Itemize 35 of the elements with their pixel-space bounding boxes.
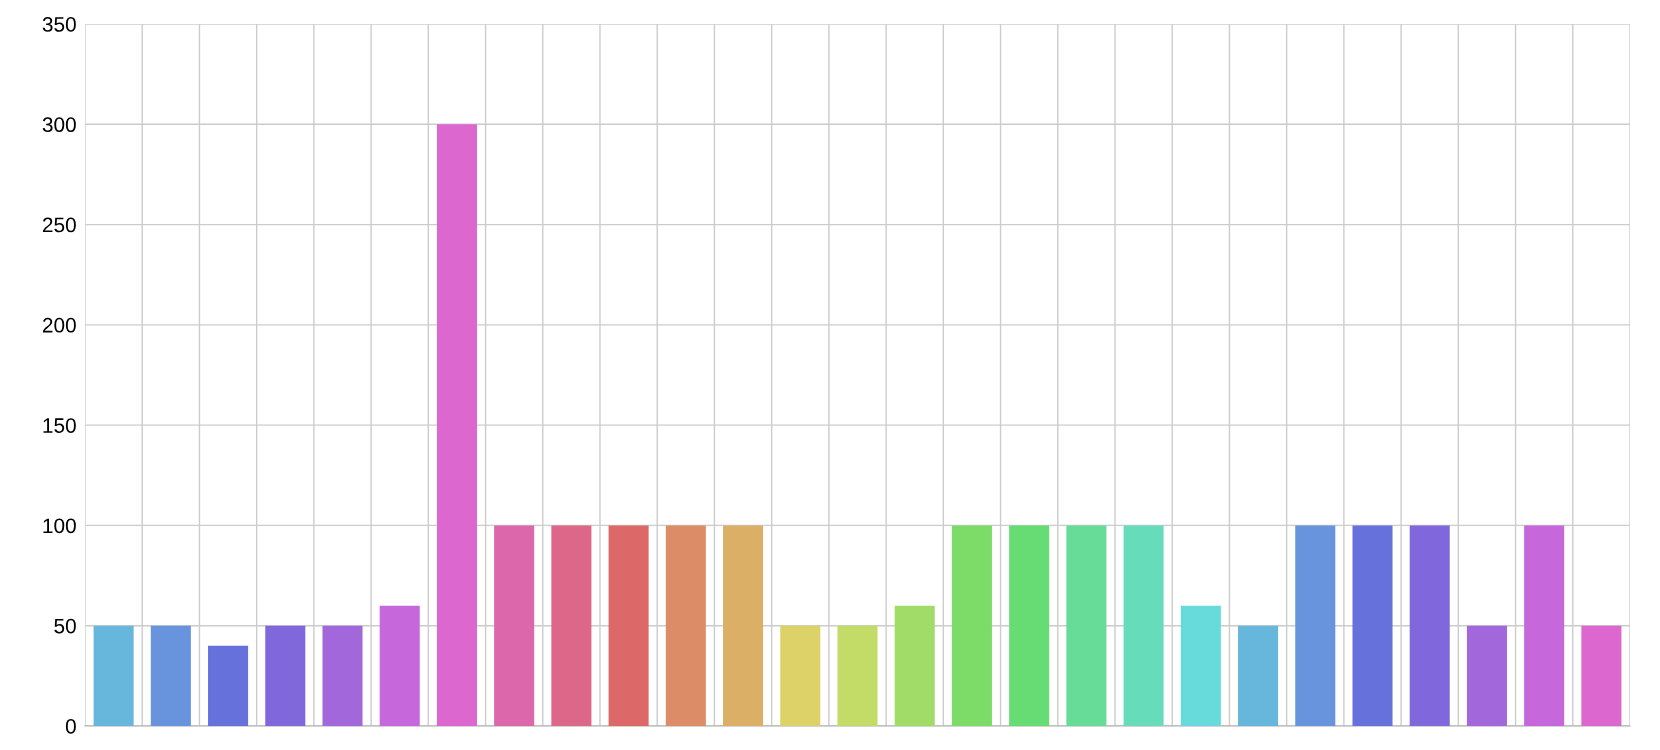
- bar: [665, 525, 706, 726]
- bar: [837, 625, 878, 726]
- bar: [322, 625, 363, 726]
- bar: [1352, 525, 1393, 726]
- bar: [1180, 605, 1221, 726]
- bar: [1238, 625, 1279, 726]
- bar: [723, 525, 764, 726]
- bar: [1524, 525, 1565, 726]
- y-tick-label: 200: [42, 317, 76, 333]
- bar: [894, 605, 935, 726]
- bar: [1123, 525, 1164, 726]
- y-tick-label: 150: [43, 418, 76, 433]
- bar: [208, 645, 249, 726]
- bar: [494, 525, 535, 726]
- bar: [93, 625, 134, 726]
- y-tick-label: 0: [65, 719, 76, 734]
- y-tick-label: 100: [43, 518, 76, 534]
- bar: [265, 625, 306, 726]
- bar: [1409, 525, 1450, 726]
- bar: [1066, 525, 1107, 726]
- y-tick-label: 50: [54, 618, 76, 634]
- bar: [436, 124, 477, 726]
- bar: [951, 525, 992, 726]
- y-tick-label: 250: [42, 217, 76, 233]
- bar: [1295, 525, 1336, 726]
- bar: [150, 625, 191, 726]
- bar: [379, 605, 420, 726]
- y-tick-label: 300: [42, 117, 76, 133]
- bar: [1466, 625, 1507, 726]
- bar: [780, 625, 821, 726]
- bar: [1581, 625, 1622, 726]
- bar: [608, 525, 649, 726]
- bar: [551, 525, 592, 726]
- y-tick-label: 350: [42, 17, 76, 32]
- bar: [1009, 525, 1050, 726]
